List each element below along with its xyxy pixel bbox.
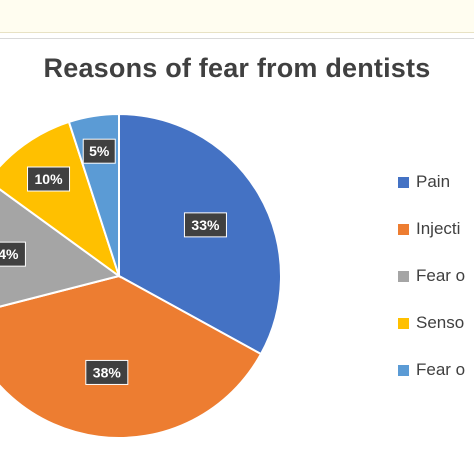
chart-title: Reasons of fear from dentists: [43, 53, 431, 83]
data-label-sensory: 10%: [27, 166, 71, 192]
legend-item-pain: Pain: [398, 170, 450, 194]
legend-item-fear-2: Fear o: [398, 358, 465, 382]
data-label-fear-1: 14%: [0, 241, 26, 267]
legend-label: Injecti: [416, 219, 461, 238]
data-label-text: 10%: [35, 171, 64, 187]
data-label-pain: 33%: [183, 212, 227, 238]
data-label-text: 5%: [89, 143, 110, 159]
legend-item-fear-1: Fear o: [398, 264, 465, 288]
legend-label: Pain: [416, 172, 451, 191]
legend-swatch: [398, 270, 409, 282]
data-label-text: 14%: [0, 246, 19, 262]
legend-swatch: [398, 364, 409, 376]
legend-label: Fear o: [416, 266, 466, 285]
data-label-injection: 38%: [85, 359, 129, 385]
legend-label: Senso: [416, 313, 465, 332]
top-band: [0, 0, 474, 33]
data-label-fear-2: 5%: [82, 138, 116, 164]
pie-slice-fear-1: [0, 188, 122, 308]
legend-swatch: [398, 176, 409, 188]
legend-swatch: [398, 317, 409, 329]
pie-slice-injection: [0, 274, 263, 439]
data-label-text: 38%: [93, 364, 122, 380]
legend-item-sensory: Senso: [398, 311, 464, 335]
data-label-text: 33%: [191, 217, 220, 233]
legend-label: Fear o: [416, 360, 466, 379]
legend-item-injection: Injecti: [398, 217, 460, 241]
pie-slice-sensory: [0, 120, 121, 279]
legend-swatch: [398, 223, 409, 235]
